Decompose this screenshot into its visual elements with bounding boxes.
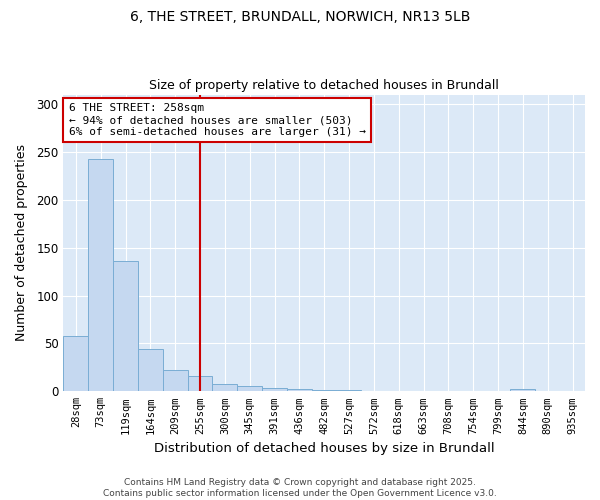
Text: 6, THE STREET, BRUNDALL, NORWICH, NR13 5LB: 6, THE STREET, BRUNDALL, NORWICH, NR13 5…: [130, 10, 470, 24]
Text: Contains HM Land Registry data © Crown copyright and database right 2025.
Contai: Contains HM Land Registry data © Crown c…: [103, 478, 497, 498]
Bar: [64, 336, 88, 392]
Text: 6 THE STREET: 258sqm
← 94% of detached houses are smaller (503)
6% of semi-detac: 6 THE STREET: 258sqm ← 94% of detached h…: [68, 104, 365, 136]
Bar: [212, 384, 237, 392]
Title: Size of property relative to detached houses in Brundall: Size of property relative to detached ho…: [149, 79, 499, 92]
Bar: [337, 390, 361, 392]
Bar: [312, 390, 337, 392]
Bar: [287, 390, 312, 392]
Bar: [163, 370, 188, 392]
Bar: [237, 386, 262, 392]
Y-axis label: Number of detached properties: Number of detached properties: [15, 144, 28, 342]
Bar: [188, 376, 212, 392]
Bar: [511, 390, 535, 392]
X-axis label: Distribution of detached houses by size in Brundall: Distribution of detached houses by size …: [154, 442, 494, 455]
Bar: [88, 158, 113, 392]
Bar: [113, 261, 138, 392]
Bar: [262, 388, 287, 392]
Bar: [138, 349, 163, 392]
